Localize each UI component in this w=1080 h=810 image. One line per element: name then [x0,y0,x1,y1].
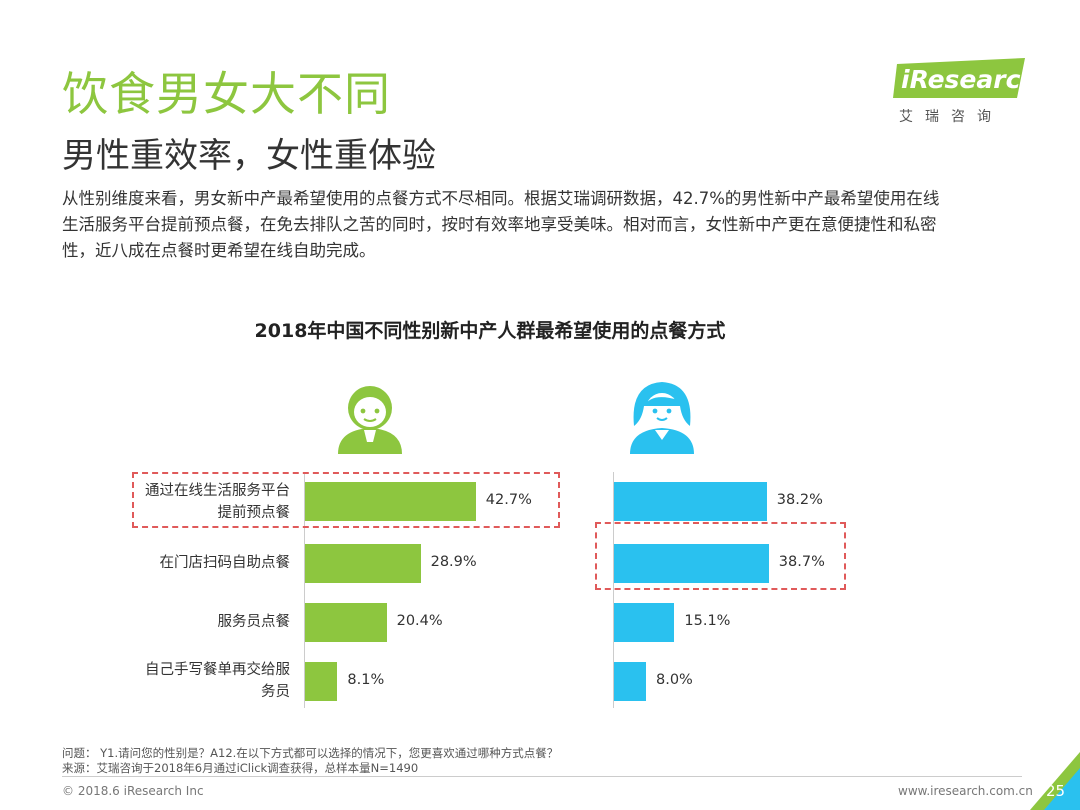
data-label: 8.0% [656,672,693,688]
data-label: 8.1% [347,672,385,688]
chart-bar [614,544,769,583]
footnote: 问题： Y1.请问您的性别是？A12.在以下方式都可以选择的情况下，您更喜欢通过… [62,746,558,776]
data-label: 38.2% [776,492,823,508]
page-subtitle: 男性重效率，女性重体验 [62,136,436,176]
intro-line: 性，近八成在点餐时更希望在线自助完成。 [62,241,376,260]
female-highlight-box [595,522,846,590]
data-label: 15.1% [684,613,731,629]
male-highlight-box [132,472,560,528]
logo-banner-icon [893,58,1025,98]
chart-bar [614,662,646,701]
category-label-line: 在门店扫码自助点餐 [159,555,291,571]
page-corner-icon [1030,752,1080,810]
male-axis-line [304,472,305,708]
intro-line: 从性别维度来看，男女新中产最希望使用的点餐方式不尽相同。根据艾瑞调研数据，42.… [62,189,940,208]
chart-bar [305,662,338,701]
data-label: 28.9% [430,554,477,570]
category-label-line: 通过在线生活服务平台 [145,483,290,499]
intro-line: 生活服务平台提前预点餐，在免去排队之苦的同时，按时有效率地享受美味。相对而言，女… [62,215,937,234]
footer-website: www.iresearch.com.cn [898,784,1033,798]
chart-title: 2018年中国不同性别新中产人群最希望使用的点餐方式 [254,320,726,342]
female-avatar-icon [630,382,694,454]
category-label-line: 自己手写餐单再交给服 [145,662,290,678]
data-label: 20.4% [396,613,443,629]
data-label: 42.7% [485,492,532,508]
category-label-line: 务员 [261,684,290,700]
chart-bar [305,603,387,642]
chart-bar [305,482,476,521]
chart-bar [614,482,767,521]
page-number: 25 [1046,782,1066,800]
category-label-line: 服务员点餐 [217,614,291,630]
female-axis-line [613,472,614,708]
male-avatar-icon [338,386,402,454]
data-label: 38.7% [778,554,825,570]
category-label: 自己手写餐单再交给服 务员 [130,659,290,703]
logo-sub: 艾瑞咨询 [899,109,1003,125]
chart-bar [614,603,675,642]
footnote-question: 问题： Y1.请问您的性别是？A12.在以下方式都可以选择的情况下，您更喜欢通过… [62,746,559,760]
footer-copyright: © 2018.6 iResearch Inc [62,784,204,798]
category-label: 服务员点餐 [130,611,291,633]
footnote-source: 来源：艾瑞咨询于2018年6月通过iClick调查获得，总样本量N=1490 [62,761,419,775]
logo-brand: iResearch [901,65,1039,94]
category-label-line: 提前预点餐 [217,505,291,521]
page-title: 饮食男女大不同 [62,67,391,121]
chart-bar [305,544,421,583]
category-label: 在门店扫码自助点餐 [130,552,291,574]
iresearch-logo: iResearch 艾瑞咨询 [893,58,1038,128]
intro-paragraph: 从性别维度来看，男女新中产最希望使用的点餐方式不尽相同。根据艾瑞调研数据，42.… [62,186,1022,264]
category-label: 通过在线生活服务平台 提前预点餐 [130,480,290,524]
footer-divider [62,776,1022,777]
